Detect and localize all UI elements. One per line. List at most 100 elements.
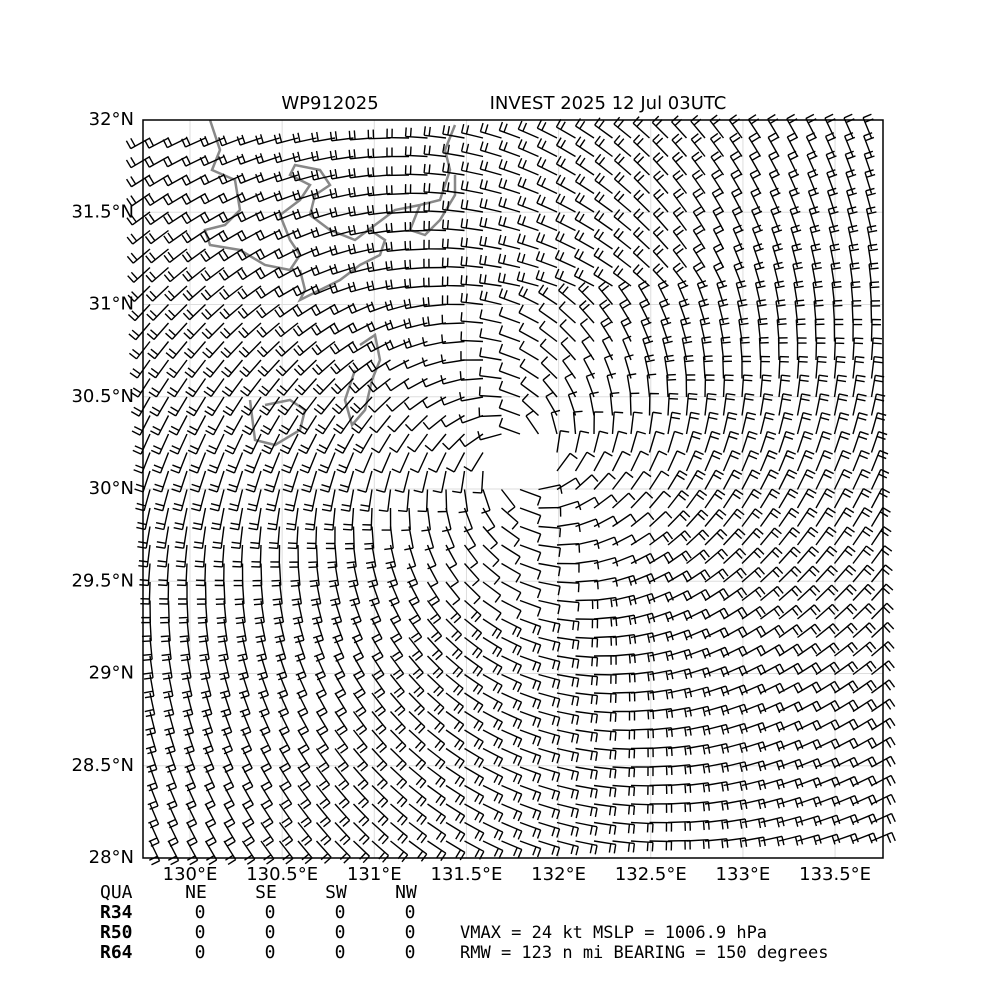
wind-barb	[441, 507, 452, 533]
wind-barb	[240, 396, 262, 416]
wind-barb	[199, 135, 225, 148]
wind-barb	[164, 285, 188, 302]
wind-barb	[423, 201, 447, 213]
wind-barb	[691, 169, 706, 194]
wind-barb	[574, 430, 590, 453]
wind-barb	[593, 710, 617, 722]
wind-barb	[371, 785, 389, 808]
wind-barb	[797, 777, 822, 789]
wind-barb	[581, 336, 595, 361]
wind-barb	[666, 373, 677, 398]
wind-barb	[221, 711, 233, 736]
wind-barb	[404, 526, 414, 551]
wind-barb	[778, 643, 803, 657]
wind-barb	[796, 469, 816, 490]
wind-barb	[352, 803, 370, 827]
wind-barb	[558, 283, 576, 306]
wind-barb	[711, 187, 725, 213]
wind-barb	[722, 393, 736, 416]
wind-barb	[535, 232, 558, 250]
wind-barb	[518, 322, 539, 343]
wind-barb	[648, 392, 659, 416]
wind-barb	[255, 210, 280, 222]
wind-barb	[833, 412, 850, 435]
wind-barb	[336, 452, 355, 474]
wind-barb	[778, 393, 792, 416]
wind-barb	[498, 159, 521, 176]
wind-barb	[241, 822, 255, 847]
wind-barb	[278, 840, 294, 865]
wind-barb	[741, 547, 765, 564]
wind-barb	[304, 507, 318, 531]
x-tick-label: 132.5°E	[615, 864, 687, 885]
wind-barb	[815, 795, 841, 807]
wind-barb	[686, 724, 711, 736]
wind-barb	[633, 152, 650, 176]
wind-barb	[649, 821, 673, 832]
wind-barb	[427, 747, 446, 770]
wind-barb	[760, 663, 785, 676]
wind-barb	[463, 507, 473, 533]
wind-barb	[146, 322, 170, 341]
wind-barb	[519, 747, 542, 765]
wind-barb	[704, 374, 715, 398]
wind-barb	[731, 187, 743, 213]
wind-barb	[217, 618, 228, 643]
wind-barb	[409, 452, 429, 474]
wind-barb	[270, 544, 281, 568]
wind-barb	[426, 563, 439, 588]
wind-barb	[871, 793, 896, 806]
wind-barb	[833, 526, 855, 546]
wind-barb	[685, 430, 702, 453]
wind-barb	[519, 692, 542, 710]
wind-barb	[201, 303, 225, 320]
wind-barb	[426, 544, 437, 570]
wind-barb	[612, 747, 636, 759]
wind-barb	[815, 337, 826, 361]
wind-barb	[648, 430, 665, 453]
wind-barb	[334, 803, 351, 827]
wind-barb	[126, 174, 151, 188]
x-tick-label: 131°E	[347, 864, 402, 885]
wind-barb	[181, 136, 206, 148]
wind-barb	[555, 137, 576, 158]
wind-barb	[463, 526, 477, 551]
wind-barb	[501, 784, 523, 803]
wind-barb	[760, 585, 784, 602]
wind-barb	[181, 248, 206, 263]
wind-barb	[371, 655, 385, 680]
wind-barb	[564, 372, 577, 398]
wind-barb	[246, 489, 262, 512]
wind-barb	[852, 756, 878, 768]
wind-barb	[574, 248, 595, 269]
wind-barb	[797, 796, 822, 808]
wind-barb	[852, 337, 864, 361]
wind-barb	[807, 187, 819, 213]
wind-barb	[389, 674, 405, 698]
wind-barb	[154, 507, 170, 531]
wind-barb	[685, 469, 706, 490]
wind-barb	[538, 840, 561, 857]
wind-barb	[314, 415, 336, 435]
wind-barb	[260, 766, 273, 792]
wind-barb	[445, 710, 465, 733]
wind-barb	[613, 171, 632, 195]
wind-barb	[722, 411, 738, 435]
wind-barb	[870, 318, 882, 342]
wind-barb	[519, 803, 542, 821]
wind-barb	[723, 567, 747, 583]
wind-barb	[182, 303, 206, 321]
wind-barb	[852, 374, 866, 398]
wind-barb	[501, 840, 523, 859]
wind-barb	[427, 655, 444, 679]
wind-barb	[426, 600, 442, 625]
wind-barb	[315, 711, 329, 736]
wind-barb	[824, 132, 837, 157]
wind-barb	[723, 837, 748, 848]
wind-barb	[241, 803, 255, 829]
wind-barb	[778, 546, 801, 564]
wind-barb	[389, 711, 406, 735]
wind-barb	[312, 618, 324, 644]
wind-barb	[482, 636, 503, 658]
